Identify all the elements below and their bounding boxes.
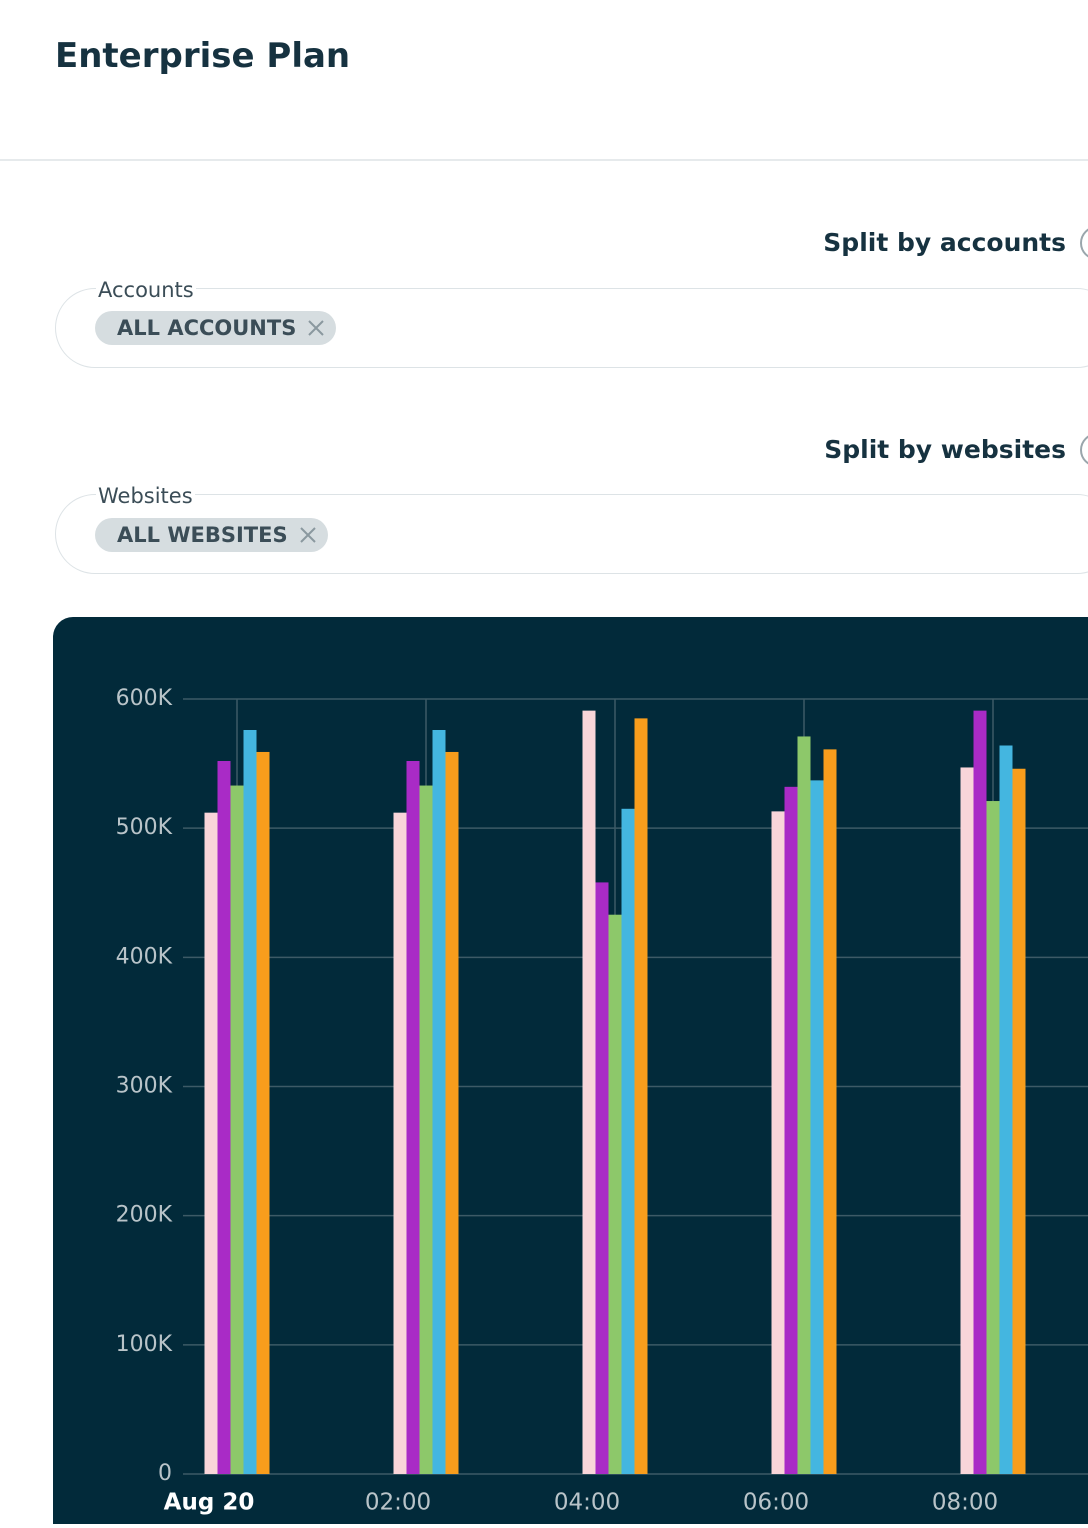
bar: [419, 785, 433, 1474]
bar: [230, 785, 244, 1474]
split-toggle[interactable]: [1080, 226, 1088, 260]
bar: [797, 736, 811, 1474]
split-toggle[interactable]: [1080, 433, 1088, 467]
bar: [445, 751, 459, 1474]
y-tick-label: 0: [158, 1461, 172, 1486]
bar: [582, 710, 596, 1474]
y-tick-label: 400K: [116, 944, 173, 969]
bar: [960, 767, 974, 1474]
bar: [621, 808, 635, 1474]
chip-remove[interactable]: [298, 525, 318, 545]
bar: [406, 761, 420, 1474]
bar: [256, 751, 270, 1474]
filter-chip[interactable]: ALL WEBSITES: [95, 518, 328, 552]
bar: [986, 801, 1000, 1474]
bar: [595, 882, 609, 1474]
bar: [999, 745, 1013, 1474]
bar: [810, 780, 824, 1474]
split-toggle-label[interactable]: Split by websites: [824, 435, 1066, 464]
bar: [973, 710, 987, 1474]
bar: [217, 761, 231, 1474]
y-tick-label: 100K: [116, 1332, 173, 1357]
y-tick-label: 600K: [116, 686, 173, 711]
x-tick-label: 06:00: [743, 1490, 809, 1516]
x-tick-label: 02:00: [365, 1490, 431, 1516]
page-title: Enterprise Plan: [55, 36, 351, 76]
x-tick-label: 04:00: [554, 1490, 620, 1516]
filter-chip[interactable]: ALL ACCOUNTS: [95, 311, 337, 345]
divider: [0, 159, 1088, 161]
chart-panel: 0 100K 200K 300K 400K 500K 600K Aug 20 02:00 04:0…: [53, 617, 1088, 1524]
chip-text: ALL WEBSITES: [117, 523, 288, 547]
bar: [432, 730, 446, 1474]
chip-remove[interactable]: [306, 318, 326, 338]
bar: [204, 812, 218, 1474]
bar: [634, 718, 648, 1474]
split-toggle-label[interactable]: Split by accounts: [823, 228, 1066, 257]
websites-field[interactable]: [55, 494, 1088, 574]
chip-text: ALL ACCOUNTS: [117, 316, 297, 340]
bar: [784, 786, 798, 1474]
accounts-field[interactable]: [55, 288, 1088, 368]
bar: [823, 749, 837, 1474]
bar: [393, 812, 407, 1474]
y-tick-label: 200K: [116, 1203, 173, 1228]
bar: [1012, 768, 1026, 1474]
y-tick-label: 500K: [116, 815, 173, 840]
bar: [243, 730, 257, 1474]
x-tick-label: 08:00: [932, 1490, 998, 1516]
chart: 0 100K 200K 300K 400K 500K 600K Aug 20 02:00 04:0…: [116, 686, 1088, 1516]
y-tick-label: 300K: [116, 1074, 173, 1099]
x-tick-label: Aug 20: [164, 1490, 255, 1516]
bar: [771, 811, 785, 1474]
bar: [608, 914, 622, 1474]
field-label: Accounts: [96, 278, 196, 302]
field-label: Websites: [96, 484, 195, 508]
